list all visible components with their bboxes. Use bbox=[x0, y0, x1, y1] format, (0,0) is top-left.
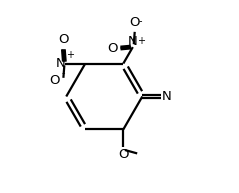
Text: +: + bbox=[66, 50, 74, 60]
Text: N: N bbox=[162, 90, 172, 103]
Text: N: N bbox=[55, 57, 65, 70]
Text: N: N bbox=[128, 35, 138, 48]
Text: O: O bbox=[130, 16, 140, 29]
Text: -: - bbox=[61, 68, 65, 78]
Text: O: O bbox=[118, 147, 129, 161]
Text: +: + bbox=[137, 36, 145, 46]
Text: O: O bbox=[107, 41, 118, 55]
Text: -: - bbox=[138, 16, 142, 26]
Text: O: O bbox=[49, 74, 60, 87]
Text: O: O bbox=[58, 33, 69, 47]
